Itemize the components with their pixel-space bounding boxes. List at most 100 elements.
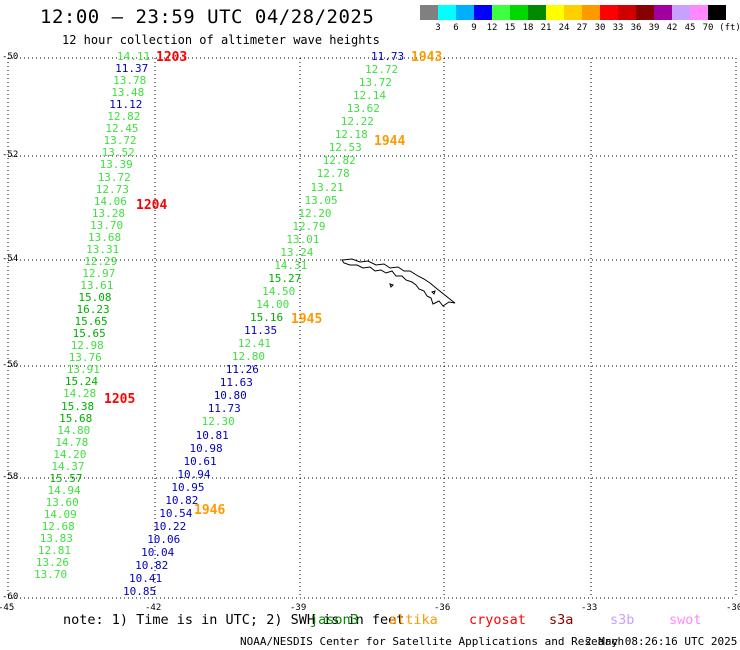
wave-height-value: 12.41 — [237, 337, 272, 351]
pass-time-label: 1205 — [104, 392, 136, 407]
scale-label: 70 — [702, 23, 714, 33]
scale-swatch — [600, 5, 618, 20]
land-south-georgia — [341, 258, 456, 307]
wave-height-value: 13.68 — [88, 230, 122, 244]
scale-swatch — [420, 5, 438, 20]
pass-time-label: 1943 — [411, 50, 443, 65]
wave-height-value: 14.94 — [47, 483, 81, 497]
wave-height-value: 15.68 — [59, 411, 93, 425]
wave-height-value: 10.82 — [165, 493, 199, 507]
wave-height-value: 12.53 — [328, 141, 362, 155]
wave-height-value: 10.41 — [129, 572, 163, 585]
page-subtitle: 12 hour collection of altimeter wave hei… — [62, 33, 380, 47]
wave-height-value: 13.24 — [280, 245, 314, 259]
legend-item-s3a: s3a — [549, 612, 574, 628]
lat-tick-label: -56 — [2, 360, 19, 370]
wave-height-value: 12.20 — [298, 206, 332, 220]
scale-label: 39 — [648, 23, 660, 33]
legend-item-s3b: s3b — [610, 612, 635, 628]
wave-height-value: 13.48 — [111, 86, 145, 100]
scale-label: 15 — [504, 23, 516, 33]
lat-tick-label: -60 — [2, 592, 19, 602]
wave-height-value: 10.98 — [189, 441, 223, 455]
wave-height-value: 12.22 — [340, 115, 374, 129]
wave-height-value: 12.68 — [41, 520, 75, 533]
wave-height-value: 11.12 — [109, 98, 143, 112]
wave-height-value: 13.72 — [103, 134, 137, 148]
wave-height-value: 14.78 — [55, 435, 89, 449]
lon-tick-label: -39 — [290, 603, 307, 613]
wave-height-value: 15.08 — [78, 291, 112, 304]
legend-item-swot: swot — [669, 612, 702, 628]
wave-height-value: 12.80 — [231, 350, 266, 364]
scale-label: 12 — [486, 23, 498, 33]
scale-unit: (ft) — [719, 23, 740, 33]
wave-height-value: 12.29 — [84, 254, 118, 268]
scale-swatch — [456, 5, 474, 20]
wave-height-value: 13.76 — [68, 351, 102, 365]
wave-height-value: 10.04 — [141, 545, 175, 559]
wave-height-value: 13.28 — [91, 206, 126, 220]
wave-height-value: 10.95 — [171, 480, 205, 494]
scale-label: 27 — [576, 23, 588, 33]
wave-height-value: 12.14 — [352, 89, 387, 103]
pass-time-label: 1944 — [374, 134, 406, 149]
wave-height-color-scale: 3 6 9 12 15 18 21 24 27 30 33 36 39 42 45 70 (ft) — [420, 5, 740, 35]
lat-lon-grid — [7, 57, 737, 599]
wave-height-value: 10.22 — [153, 519, 187, 533]
scale-swatch — [690, 5, 708, 20]
lon-tick-label: -33 — [581, 603, 598, 613]
scale-label: 45 — [684, 23, 696, 33]
scale-swatch — [510, 5, 528, 20]
scale-label: 36 — [630, 23, 642, 33]
lon-tick-label: -42 — [145, 603, 162, 613]
wave-height-value: 13.72 — [358, 76, 393, 90]
scale-swatch — [672, 5, 690, 20]
wave-height-value: 10.94 — [177, 467, 211, 481]
scale-swatch — [708, 5, 726, 20]
wave-height-value: 16.23 — [76, 303, 110, 317]
wave-height-value: 12.97 — [82, 266, 116, 280]
scale-label: 18 — [522, 23, 534, 33]
wave-height-value: 12.81 — [37, 544, 72, 557]
wave-height-value: 12.73 — [95, 182, 129, 196]
wave-height-value: 13.78 — [113, 74, 147, 88]
scale-label: 9 — [471, 23, 477, 33]
scale-label: 3 — [435, 23, 441, 33]
page-title: 12:00 – 23:59 UTC 04/28/2025 — [40, 6, 375, 28]
wave-height-value: 13.83 — [39, 532, 73, 545]
wave-height-value: 12.30 — [201, 415, 235, 429]
scale-label: 21 — [540, 23, 552, 33]
wave-height-value: 12.82 — [322, 154, 356, 168]
legend-item-altika: altika — [389, 612, 438, 628]
scale-swatch — [636, 5, 654, 20]
wave-height-value: 15.57 — [49, 471, 83, 485]
wave-height-value: 14.11 — [117, 50, 151, 63]
wave-height-value: 13.52 — [101, 146, 135, 160]
wave-height-value: 14.00 — [256, 298, 290, 311]
credit-text: NOAA/NESDIS Center for Satellite Applica… — [240, 635, 625, 648]
wave-height-value: 15.38 — [61, 399, 95, 413]
wave-height-value: 14.06 — [93, 194, 127, 208]
scale-swatch — [618, 5, 636, 20]
wave-height-value: 14.20 — [53, 447, 87, 461]
lat-tick-label: -54 — [2, 254, 19, 264]
wave-height-value: 15.65 — [72, 327, 106, 341]
scale-swatch — [474, 5, 492, 20]
scale-swatch — [582, 5, 600, 20]
generated-timestamp: 2 May 08:26:16 UTC 2025 — [585, 635, 738, 648]
wave-height-value: 10.06 — [147, 532, 181, 546]
scale-swatch — [546, 5, 564, 20]
wave-height-value: 13.26 — [35, 556, 70, 570]
footer-note: note: 1) Time is in UTC; 2) SWH is in fe… — [63, 612, 405, 628]
wave-height-value: 11.35 — [244, 324, 278, 338]
lon-tick-label: -30 — [726, 603, 740, 613]
wave-height-value: 11.37 — [115, 62, 149, 75]
wave-height-value: 14.37 — [51, 459, 85, 473]
wave-height-value: 11.63 — [219, 376, 253, 390]
wave-height-value: 10.81 — [195, 428, 229, 442]
wave-height-value: 14.09 — [43, 507, 77, 521]
wave-height-value: 12.18 — [334, 128, 368, 142]
scale-swatch — [438, 5, 456, 20]
wave-height-value: 11.73 — [371, 50, 405, 63]
